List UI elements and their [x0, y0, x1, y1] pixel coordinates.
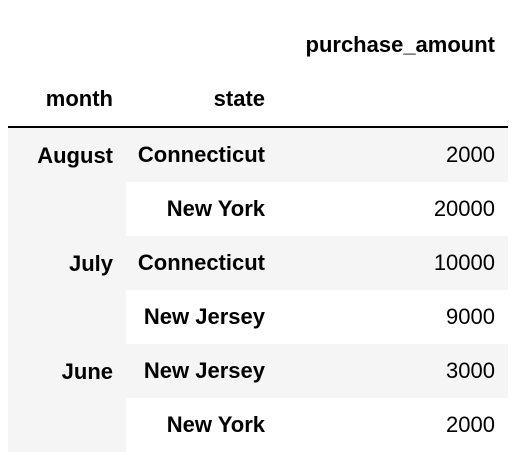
purchase-amount-cell: 2000: [446, 142, 495, 167]
purchase-amount-cell: 2000: [446, 412, 495, 437]
state-cell: New Jersey: [143, 304, 265, 329]
purchase-amount-cell: 10000: [433, 250, 495, 275]
month-cell: August: [8, 127, 126, 236]
table-body: August Connecticut 2000 New York 20000 J…: [8, 127, 508, 452]
state-cell: New York: [166, 412, 265, 437]
month-cell: June: [8, 344, 126, 452]
index-header-row: month state: [8, 72, 508, 128]
purchase-amount-cell: 20000: [433, 196, 495, 221]
state-cell: Connecticut: [137, 142, 265, 167]
month-cell: July: [8, 236, 126, 344]
purchase-amount-cell: 9000: [446, 304, 495, 329]
dataframe-table: purchase_amount month state August Conne…: [8, 18, 508, 452]
table-row: July Connecticut 10000: [8, 236, 508, 344]
index-header-state: state: [126, 72, 278, 128]
state-cell: Connecticut: [137, 250, 265, 275]
table-row: August Connecticut 2000: [8, 127, 508, 236]
header-blank: [278, 72, 508, 128]
state-cell: New York: [166, 196, 265, 221]
table-row: June New Jersey 3000: [8, 344, 508, 452]
column-header-purchase-amount: purchase_amount: [278, 18, 508, 72]
purchase-amount-cell: 3000: [446, 358, 495, 383]
header-blank: [126, 18, 278, 72]
table-header: purchase_amount month state: [8, 18, 508, 128]
header-blank: [8, 18, 126, 72]
column-header-row: purchase_amount: [8, 18, 508, 72]
state-cell: New Jersey: [143, 358, 265, 383]
index-header-month: month: [8, 72, 126, 128]
